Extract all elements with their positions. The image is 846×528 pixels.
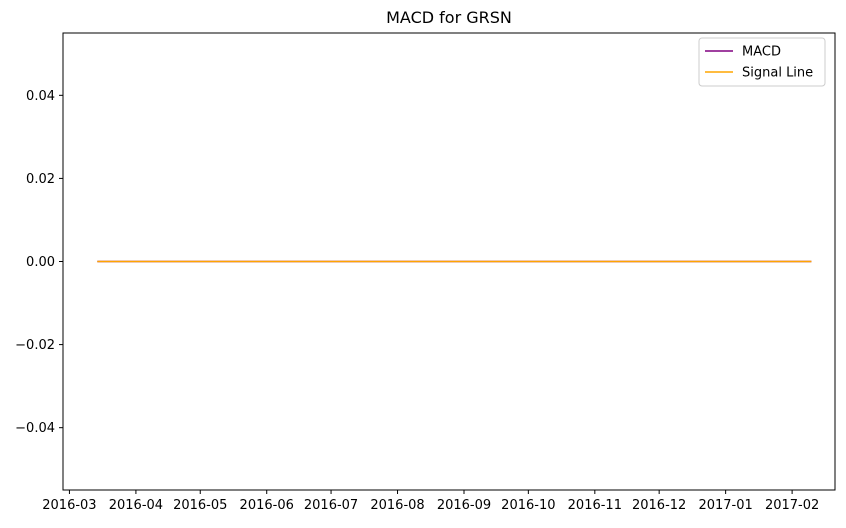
x-tick-label: 2016-03	[42, 498, 96, 513]
chart-title: MACD for GRSN	[386, 8, 512, 27]
x-tick-label: 2016-12	[632, 498, 686, 513]
y-tick-label: 0.04	[26, 89, 55, 104]
y-axis: −0.04 −0.02 0.00 0.02 0.04	[15, 89, 63, 436]
legend-box	[698, 37, 826, 87]
legend-label-signal-line: Signal Line	[742, 66, 813, 81]
x-tick-label: 2016-10	[501, 498, 555, 513]
x-tick-label: 2016-06	[240, 498, 294, 513]
legend: MACD Signal Line	[698, 37, 826, 87]
y-tick-label: −0.02	[15, 338, 55, 353]
y-tick-label: 0.02	[26, 172, 55, 187]
x-tick-label: 2016-09	[437, 498, 491, 513]
x-tick-label: 2016-08	[370, 498, 424, 513]
x-tick-label: 2016-11	[568, 498, 622, 513]
x-tick-label: 2017-02	[765, 498, 819, 513]
x-axis: 2016-03 2016-04 2016-05 2016-06 2016-07 2016-…	[42, 490, 819, 513]
y-tick-label: 0.00	[26, 255, 55, 270]
y-tick-label: −0.04	[15, 421, 55, 436]
x-tick-label: 2016-04	[109, 498, 163, 513]
x-tick-label: 2016-05	[173, 498, 227, 513]
legend-label-macd: MACD	[742, 45, 781, 60]
x-tick-label: 2016-07	[304, 498, 358, 513]
x-tick-label: 2017-01	[698, 498, 752, 513]
